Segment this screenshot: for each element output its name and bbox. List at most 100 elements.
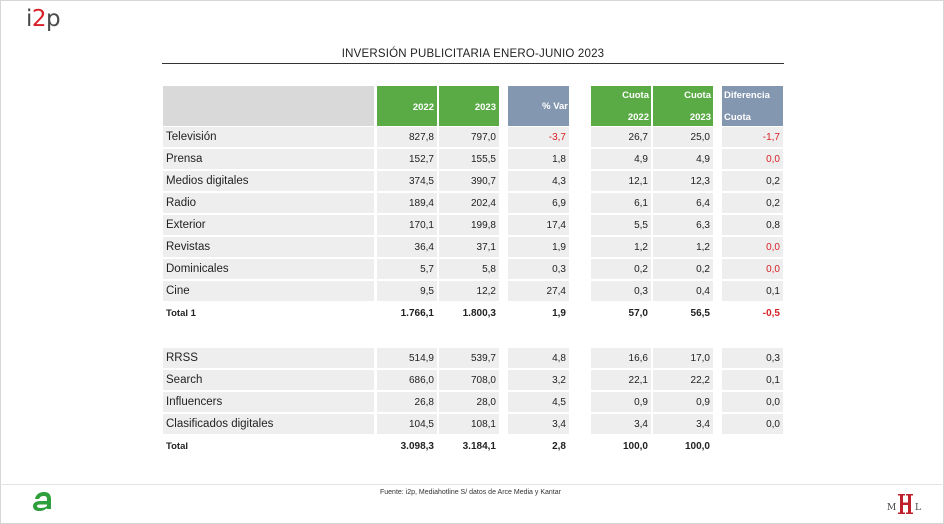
header-medio bbox=[163, 86, 374, 126]
row-label: Dominicales bbox=[163, 259, 374, 279]
header-pct-var: % Var bbox=[508, 86, 569, 126]
cell-var: 4,5 bbox=[508, 392, 569, 412]
cell-dif: 0,3 bbox=[722, 348, 783, 368]
cell-c23: 100,0 bbox=[684, 440, 710, 452]
cell-dif bbox=[722, 436, 783, 456]
mhl-logo-icon: M L bbox=[887, 494, 921, 514]
cell-c23: 25,0 bbox=[653, 127, 713, 147]
cell-y2023: 390,7 bbox=[439, 171, 499, 191]
header-cuota-2023: Cuota 2023 bbox=[653, 86, 713, 126]
cell-c23: 12,3 bbox=[653, 171, 713, 191]
cell-dif: 0,0 bbox=[722, 237, 783, 257]
cell-y2023: 37,1 bbox=[439, 237, 499, 257]
cell-c23: 1,2 bbox=[653, 237, 713, 257]
source-note: Fuente: i2p, Mediahotline S/ datos de Ar… bbox=[380, 489, 561, 496]
cell-dif: 0,0 bbox=[722, 259, 783, 279]
cell-c23: 0,4 bbox=[653, 281, 713, 301]
cell-var: 4,8 bbox=[508, 348, 569, 368]
cell-y2023: 155,5 bbox=[439, 149, 499, 169]
cell-var: 1,9 bbox=[552, 307, 566, 319]
cell-y2023: 202,4 bbox=[439, 193, 499, 213]
cell-c22: 100,0 bbox=[622, 440, 648, 452]
cell-c22: 26,7 bbox=[591, 127, 651, 147]
cell-dif: 0,0 bbox=[722, 149, 783, 169]
cell-c23: 22,2 bbox=[653, 370, 713, 390]
cell-y2023: 199,8 bbox=[439, 215, 499, 235]
cell-var: 4,3 bbox=[508, 171, 569, 191]
cell-y2023: 539,7 bbox=[439, 348, 499, 368]
cell-dif: 0,2 bbox=[722, 193, 783, 213]
cell-y2022: 1.766,1 bbox=[400, 307, 434, 319]
row-label: Total bbox=[166, 440, 188, 452]
cell-dif: 0,1 bbox=[722, 281, 783, 301]
cell-c23: 17,0 bbox=[653, 348, 713, 368]
cell-y2023: 5,8 bbox=[439, 259, 499, 279]
cell-y2023: 797,0 bbox=[439, 127, 499, 147]
svg-text:M: M bbox=[887, 503, 896, 513]
cell-c23: 4,9 bbox=[653, 149, 713, 169]
cell-c23: 6,4 bbox=[653, 193, 713, 213]
cell-c22: 16,6 bbox=[591, 348, 651, 368]
cell-y2023: 3.184,1 bbox=[462, 440, 496, 452]
cell-dif: -1,7 bbox=[722, 127, 783, 147]
cell-y2022: 152,7 bbox=[377, 149, 437, 169]
cell-y2022: 686,0 bbox=[377, 370, 437, 390]
cell-y2022: 827,8 bbox=[377, 127, 437, 147]
cell-c22: 5,5 bbox=[591, 215, 651, 235]
cell-dif: 0,0 bbox=[722, 414, 783, 434]
cell-y2022: 514,9 bbox=[377, 348, 437, 368]
row-label: Medios digitales bbox=[163, 171, 374, 191]
row-label: Clasificados digitales bbox=[163, 414, 374, 434]
cell-c22: 3,4 bbox=[591, 414, 651, 434]
cell-c23: 3,4 bbox=[653, 414, 713, 434]
header-2023: 2023 bbox=[439, 86, 499, 126]
cell-y2023: 1.800,3 bbox=[462, 307, 496, 319]
cell-c22: 57,0 bbox=[628, 307, 648, 319]
cell-var: 6,9 bbox=[508, 193, 569, 213]
footer-divider bbox=[0, 484, 944, 485]
row-label: Exterior bbox=[163, 215, 374, 235]
row-label: Search bbox=[163, 370, 374, 390]
cell-y2022: 26,8 bbox=[377, 392, 437, 412]
cell-var: -3,7 bbox=[508, 127, 569, 147]
row-label: RRSS bbox=[163, 348, 374, 368]
cell-c23: 0,2 bbox=[653, 259, 713, 279]
cell-y2022: 9,5 bbox=[377, 281, 437, 301]
cell-var: 2,8 bbox=[552, 440, 566, 452]
header-2022: 2022 bbox=[377, 86, 437, 126]
header-cuota-2022: Cuota 2022 bbox=[591, 86, 651, 126]
cell-dif: 0,2 bbox=[722, 171, 783, 191]
table-title: INVERSIÓN PUBLICITARIA ENERO-JUNIO 2023 bbox=[341, 48, 605, 60]
cell-c22: 22,1 bbox=[591, 370, 651, 390]
row-label: Influencers bbox=[163, 392, 374, 412]
i2p-logo: i2p bbox=[26, 6, 61, 32]
cell-c22: 0,2 bbox=[591, 259, 651, 279]
header-diferencia-cuota: Diferencia Cuota bbox=[722, 86, 783, 126]
cell-var: 3,4 bbox=[508, 414, 569, 434]
cell-dif: -0,5 bbox=[762, 307, 780, 319]
cell-y2022: 104,5 bbox=[377, 414, 437, 434]
cell-c22: 4,9 bbox=[591, 149, 651, 169]
cell-c23: 0,9 bbox=[653, 392, 713, 412]
cell-var: 0,3 bbox=[508, 259, 569, 279]
cell-y2022: 5,7 bbox=[377, 259, 437, 279]
row-label: Revistas bbox=[163, 237, 374, 257]
cell-var: 3,2 bbox=[508, 370, 569, 390]
row-label: Total 1 bbox=[166, 307, 196, 319]
row-label: Televisión bbox=[163, 127, 374, 147]
cell-c22: 1,2 bbox=[591, 237, 651, 257]
title-divider bbox=[162, 63, 784, 64]
cell-var: 17,4 bbox=[508, 215, 569, 235]
cell-c22: 6,1 bbox=[591, 193, 651, 213]
row-label: Radio bbox=[163, 193, 374, 213]
cell-y2022: 189,4 bbox=[377, 193, 437, 213]
row-label: Cine bbox=[163, 281, 374, 301]
cell-c22: 0,9 bbox=[591, 392, 651, 412]
cell-var: 1,8 bbox=[508, 149, 569, 169]
cell-c23: 56,5 bbox=[690, 307, 710, 319]
cell-y2023: 108,1 bbox=[439, 414, 499, 434]
cell-var: 1,9 bbox=[508, 237, 569, 257]
cell-y2023: 28,0 bbox=[439, 392, 499, 412]
cell-dif: 0,0 bbox=[722, 392, 783, 412]
cell-y2022: 374,5 bbox=[377, 171, 437, 191]
